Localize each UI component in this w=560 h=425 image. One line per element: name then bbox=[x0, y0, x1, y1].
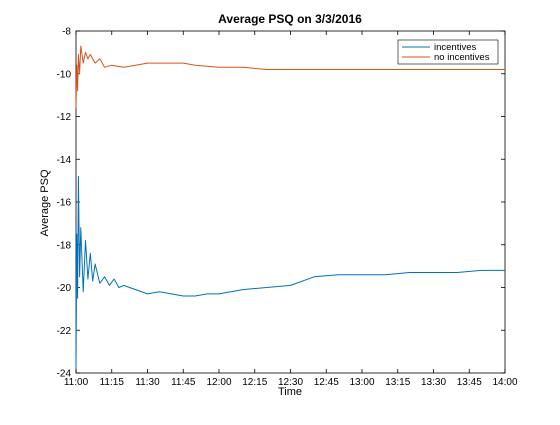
x-tick-label: 12:30 bbox=[278, 377, 303, 388]
plot-area bbox=[75, 30, 506, 374]
y-tick-label: -24 bbox=[57, 369, 72, 380]
series-line-incentives bbox=[75, 175, 505, 369]
y-tick-label: -12 bbox=[57, 112, 72, 123]
x-tick-label: 13:30 bbox=[421, 377, 446, 388]
y-tick-label: -14 bbox=[57, 155, 72, 166]
x-tick-label: 13:15 bbox=[385, 377, 410, 388]
y-tick-label: -16 bbox=[57, 198, 72, 209]
y-tick-label: -8 bbox=[62, 27, 71, 38]
chart-title: Average PSQ on 3/3/2016 bbox=[218, 12, 362, 26]
series-line-no-incentives bbox=[75, 45, 505, 108]
x-tick-label: 13:45 bbox=[457, 377, 482, 388]
x-tick-label: 11:15 bbox=[100, 377, 125, 388]
y-tick-label: -20 bbox=[57, 283, 72, 294]
legend-entry: incentives bbox=[434, 42, 476, 53]
x-tick-label: 12:15 bbox=[242, 377, 267, 388]
x-tick-label: 12:00 bbox=[206, 377, 231, 388]
x-tick-label: 12:45 bbox=[314, 377, 339, 388]
legend-box bbox=[397, 39, 499, 65]
y-tick-label: -18 bbox=[57, 240, 72, 251]
x-tick-label: 13:00 bbox=[349, 377, 374, 388]
y-tick-label: -22 bbox=[57, 326, 72, 337]
x-tick-label: 14:00 bbox=[492, 377, 517, 388]
x-tick-label: 11:45 bbox=[171, 377, 196, 388]
x-tick-label: 11:30 bbox=[135, 377, 160, 388]
series-layer bbox=[75, 45, 505, 369]
legend-entry: no incentives bbox=[434, 52, 490, 63]
ticks-layer: 11:00 11:15 11:30 11:45 12:00 12:15 12:30 12:45… bbox=[57, 27, 518, 389]
x-axis-label: Time bbox=[278, 386, 302, 398]
y-tick-label: -10 bbox=[57, 69, 72, 80]
x-tick-label: 11:00 bbox=[64, 377, 89, 388]
y-axis-label: Average PSQ bbox=[39, 169, 51, 237]
